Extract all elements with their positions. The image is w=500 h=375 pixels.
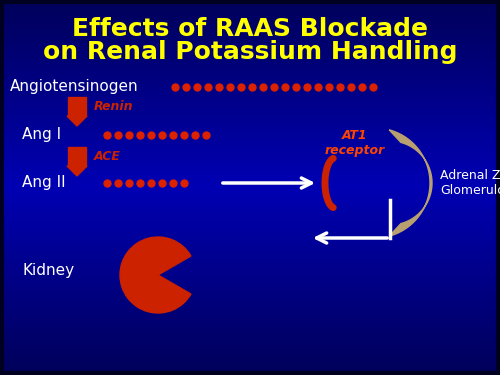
Bar [0, 84, 500, 89]
Text: ACE: ACE [94, 150, 121, 163]
Bar [0, 19, 500, 23]
Bar [0, 178, 500, 183]
Bar [68, 147, 86, 166]
Bar [0, 70, 500, 75]
Bar [0, 338, 500, 342]
Bar [0, 131, 500, 136]
FancyArrow shape [67, 166, 87, 176]
Text: AT1
receptor: AT1 receptor [325, 129, 385, 157]
Text: Kidney: Kidney [22, 262, 74, 278]
Bar [0, 352, 500, 356]
Bar [0, 277, 500, 281]
Bar [0, 192, 500, 197]
Bar [0, 159, 500, 164]
Bar [0, 319, 500, 323]
Bar [0, 272, 500, 277]
Text: on Renal Potassium Handling: on Renal Potassium Handling [43, 40, 457, 64]
Text: Ang I: Ang I [22, 128, 61, 142]
Bar [0, 366, 500, 370]
Bar [0, 202, 500, 206]
Bar [0, 356, 500, 361]
Bar [0, 197, 500, 202]
Bar [0, 206, 500, 211]
Bar [0, 234, 500, 239]
Bar [0, 361, 500, 366]
Bar [0, 28, 500, 33]
Bar [0, 80, 500, 84]
Bar [0, 127, 500, 131]
Bar [0, 244, 500, 249]
Bar [0, 5, 500, 9]
Bar [0, 188, 500, 192]
Bar [0, 281, 500, 286]
Bar [0, 328, 500, 333]
Bar [0, 66, 500, 70]
Bar [0, 220, 500, 225]
Bar [0, 258, 500, 262]
Bar [0, 0, 500, 5]
Text: Effects of RAAS Blockade: Effects of RAAS Blockade [72, 17, 428, 41]
Bar [0, 42, 500, 47]
Bar [0, 56, 500, 61]
Bar [0, 239, 500, 244]
Bar [0, 103, 500, 108]
Bar [0, 108, 500, 112]
Bar [0, 183, 500, 188]
Bar [0, 136, 500, 141]
Bar [0, 333, 500, 338]
Bar [0, 154, 500, 159]
Bar [0, 89, 500, 94]
Text: Ang II: Ang II [22, 176, 66, 190]
Bar [0, 309, 500, 314]
Bar [0, 347, 500, 352]
Wedge shape [120, 237, 191, 313]
Text: Angiotensinogen: Angiotensinogen [10, 80, 138, 94]
Bar [0, 253, 500, 258]
Bar [0, 286, 500, 291]
Bar [0, 150, 500, 154]
Bar [0, 75, 500, 80]
Bar [0, 99, 500, 103]
Bar [0, 47, 500, 52]
Bar [0, 61, 500, 66]
Bar [0, 52, 500, 56]
Bar [0, 296, 500, 300]
Bar [0, 370, 500, 375]
Bar [0, 164, 500, 169]
Bar [0, 323, 500, 328]
Bar [0, 314, 500, 319]
Bar [0, 300, 500, 304]
FancyArrow shape [67, 116, 87, 126]
Text: Renin: Renin [94, 100, 134, 113]
Bar [0, 173, 500, 178]
Bar [0, 38, 500, 42]
Bar [0, 33, 500, 38]
Bar [0, 14, 500, 19]
Bar [0, 291, 500, 296]
Polygon shape [389, 130, 432, 236]
Bar [0, 122, 500, 127]
Bar [0, 169, 500, 173]
Bar [0, 146, 500, 150]
Bar [0, 304, 500, 309]
Bar [0, 262, 500, 267]
Bar [0, 94, 500, 99]
Text: Adrenal Zona
Glomerulosa: Adrenal Zona Glomerulosa [440, 169, 500, 197]
Bar [0, 225, 500, 230]
Bar [0, 9, 500, 14]
Bar [0, 141, 500, 146]
Bar [0, 249, 500, 253]
Bar [0, 230, 500, 234]
Bar [0, 216, 500, 220]
Bar [0, 117, 500, 122]
Bar [0, 267, 500, 272]
Bar [0, 211, 500, 216]
Bar [0, 342, 500, 347]
Bar [0, 23, 500, 28]
Bar [0, 112, 500, 117]
Bar [68, 97, 86, 116]
